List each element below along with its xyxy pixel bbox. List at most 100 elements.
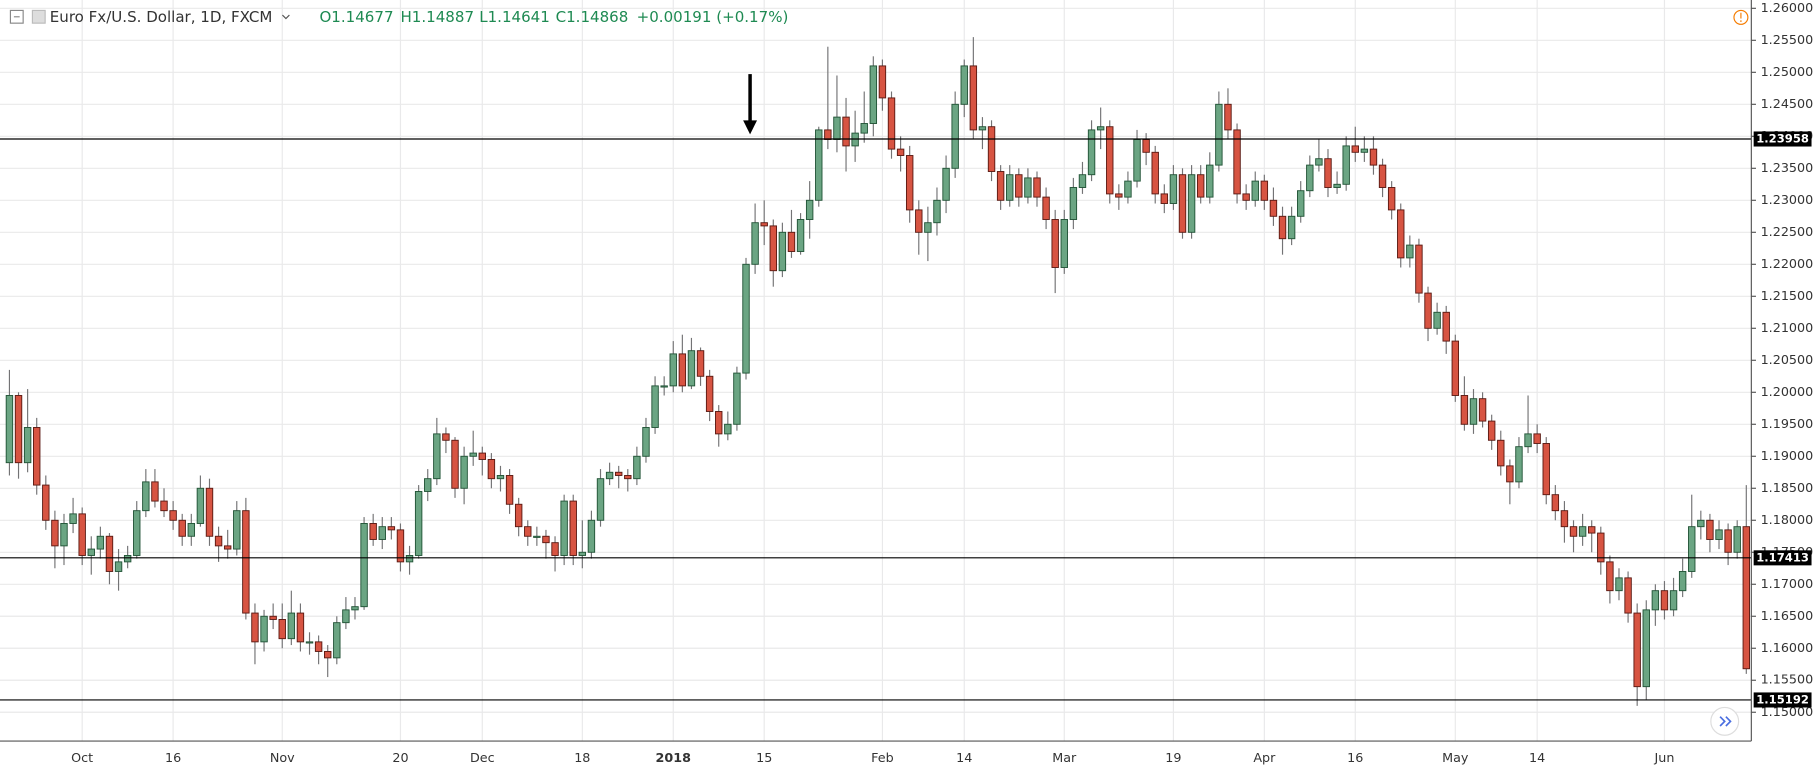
candle-body (1342, 145, 1350, 185)
candle-body (133, 510, 141, 556)
candle-body (1278, 215, 1287, 240)
candle-body (805, 199, 814, 220)
candle-body (378, 526, 386, 540)
candle-body (1133, 139, 1141, 182)
candle-body (1506, 465, 1514, 483)
y-tick-label: 1.25000 (1761, 65, 1814, 80)
candle-body (114, 561, 123, 572)
candle-body (1178, 174, 1187, 233)
candle-body (278, 619, 286, 640)
candle-body (1560, 510, 1569, 528)
candle-body (1533, 433, 1541, 444)
candle-body (1515, 446, 1523, 483)
y-tick-label: 1.24500 (1761, 97, 1814, 112)
collapse-icon[interactable] (9, 9, 24, 24)
candle-body (1733, 526, 1741, 553)
level-label: 1.17413 (1756, 550, 1809, 564)
candle-body (1151, 151, 1159, 195)
candle-body (1497, 439, 1505, 467)
candle-body (351, 606, 359, 611)
y-tick-label: 1.22500 (1761, 225, 1814, 240)
candle-body (669, 353, 677, 387)
candle-body (387, 526, 396, 531)
candle-body (560, 500, 568, 556)
candle-body (487, 459, 496, 480)
candle-body (1469, 398, 1478, 425)
y-tick-label: 1.21500 (1761, 289, 1814, 304)
candle-body (996, 171, 1005, 201)
candle-body (60, 523, 68, 547)
grid (0, 0, 1752, 742)
candle-body (551, 542, 559, 556)
candle-body (233, 510, 241, 550)
candle-body (405, 555, 414, 563)
candle-body (1606, 561, 1614, 592)
candle-body (1460, 395, 1469, 425)
candle-body (414, 491, 423, 556)
candle-body (305, 641, 314, 644)
candle-body (1624, 577, 1632, 614)
candle-body (514, 503, 523, 528)
x-tick-label: Nov (270, 751, 295, 766)
candle-body (1215, 103, 1223, 166)
x-tick-label: 16 (165, 751, 181, 766)
candle-body (960, 65, 968, 105)
candle-body (1096, 126, 1105, 131)
candle-body (205, 487, 214, 537)
candle-body (796, 219, 805, 252)
x-tick-label: 20 (392, 751, 408, 766)
candle-body (1724, 529, 1732, 553)
candle-body (1060, 219, 1068, 268)
candle-body (1578, 526, 1587, 537)
candle-body (533, 535, 541, 538)
candle-body (87, 548, 95, 556)
candle-body (642, 427, 650, 457)
candle-body (760, 222, 768, 227)
candles (0, 37, 1752, 706)
symbol-title[interactable]: Euro Fx/U.S. Dollar, 1D, FXCM (50, 8, 273, 26)
candle-body (1706, 519, 1714, 540)
candle-body (424, 478, 432, 492)
x-tick-label: Mar (1052, 751, 1077, 766)
candle-body (324, 650, 332, 659)
y-tick-label: 1.26000 (1761, 1, 1814, 16)
candle-body (542, 535, 550, 544)
candle-body (1742, 526, 1751, 670)
candle-body (1206, 164, 1214, 198)
candle-body (733, 372, 741, 425)
candle-body (1115, 193, 1123, 198)
candle-body (624, 475, 632, 480)
candle-body (1642, 609, 1650, 688)
candle-body (1196, 174, 1205, 198)
candle-body (1024, 177, 1032, 198)
candle-body (1678, 571, 1687, 592)
candle-body (151, 481, 159, 502)
y-tick-label: 1.20500 (1761, 353, 1814, 368)
legend-open: O1.14677 (319, 8, 393, 26)
candle-body (51, 519, 59, 547)
legend-close: C1.14868 (556, 8, 629, 26)
candle-body (1551, 494, 1560, 512)
candle-body (596, 478, 605, 521)
candle-body (1524, 433, 1532, 448)
x-tick-label: 2018 (656, 751, 692, 766)
warning-icon[interactable] (1733, 9, 1749, 25)
candle-body (633, 455, 641, 480)
candle-body (933, 199, 941, 224)
candle-body (824, 129, 832, 140)
symbol-dropdown[interactable] (282, 14, 290, 20)
y-tick-label: 1.19500 (1761, 417, 1814, 432)
candle-body (696, 350, 705, 377)
candle-body (1187, 174, 1196, 233)
candle-body (5, 395, 14, 464)
y-tick-label: 1.18000 (1761, 513, 1814, 528)
candle-body (924, 222, 932, 233)
candle-body (569, 500, 577, 556)
x-tick-label: 19 (1165, 751, 1181, 766)
candle-body (905, 155, 914, 211)
candle-body (1142, 139, 1150, 153)
candle-body (242, 510, 250, 614)
candle-body (33, 427, 41, 486)
y-tick-label: 1.18500 (1761, 481, 1814, 496)
candle-body (1651, 590, 1660, 611)
